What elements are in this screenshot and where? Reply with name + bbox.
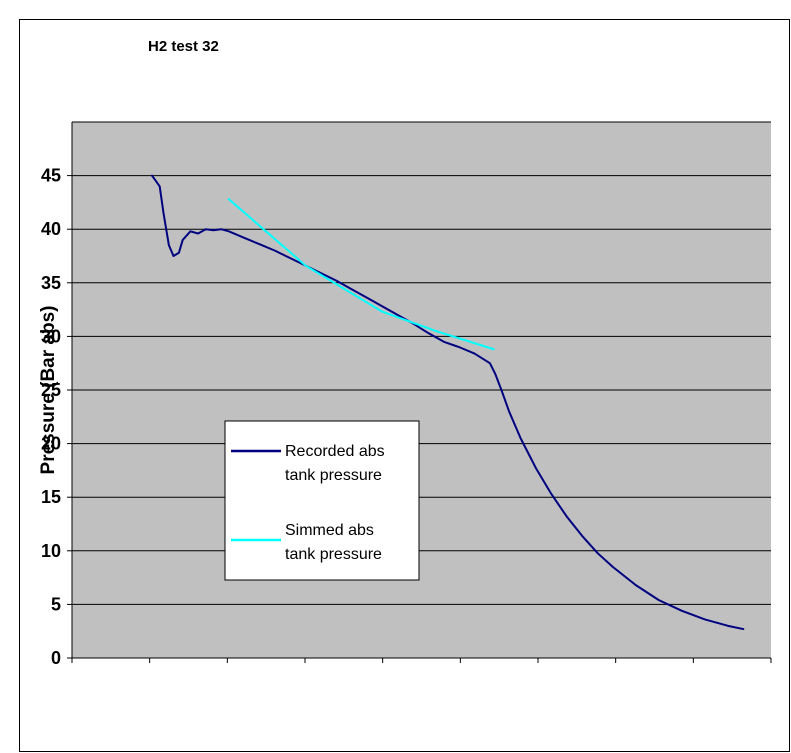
legend-label-recorded-line2: tank pressure: [285, 467, 382, 484]
series-layer: [71, 122, 771, 659]
grid-lines: [72, 121, 771, 605]
y-axis-ticks: 0 5 10 15 20 25 30 35 40 45: [41, 166, 72, 668]
legend-label-simmed-line1: Simmed abs: [285, 522, 374, 539]
y-tick-label: 15: [41, 487, 61, 507]
series-line-recorded: [151, 174, 745, 631]
y-tick-label: 5: [51, 594, 61, 614]
series-line-simmed: [227, 198, 495, 351]
y-tick-label: 40: [41, 219, 61, 239]
y-tick-label: 25: [41, 380, 61, 400]
y-tick-label: 10: [41, 541, 61, 561]
y-axis-label: Pressure (Bar abs): [38, 306, 59, 475]
legend: Recorded abs tank pressure Simmed abs ta…: [224, 420, 420, 581]
chart-title: H2 test 32: [148, 38, 219, 55]
y-tick-label: 45: [41, 166, 61, 186]
y-tick-label: 20: [41, 434, 61, 454]
y-tick-label: 0: [51, 648, 61, 668]
legend-label-recorded-line1: Recorded abs: [285, 443, 385, 460]
legend-label-simmed-line2: tank pressure: [285, 546, 382, 563]
y-tick-label: 30: [41, 326, 61, 346]
legend-box: [224, 420, 420, 581]
y-tick-label: 35: [41, 273, 61, 293]
x-axis-ticks: [71, 658, 772, 663]
